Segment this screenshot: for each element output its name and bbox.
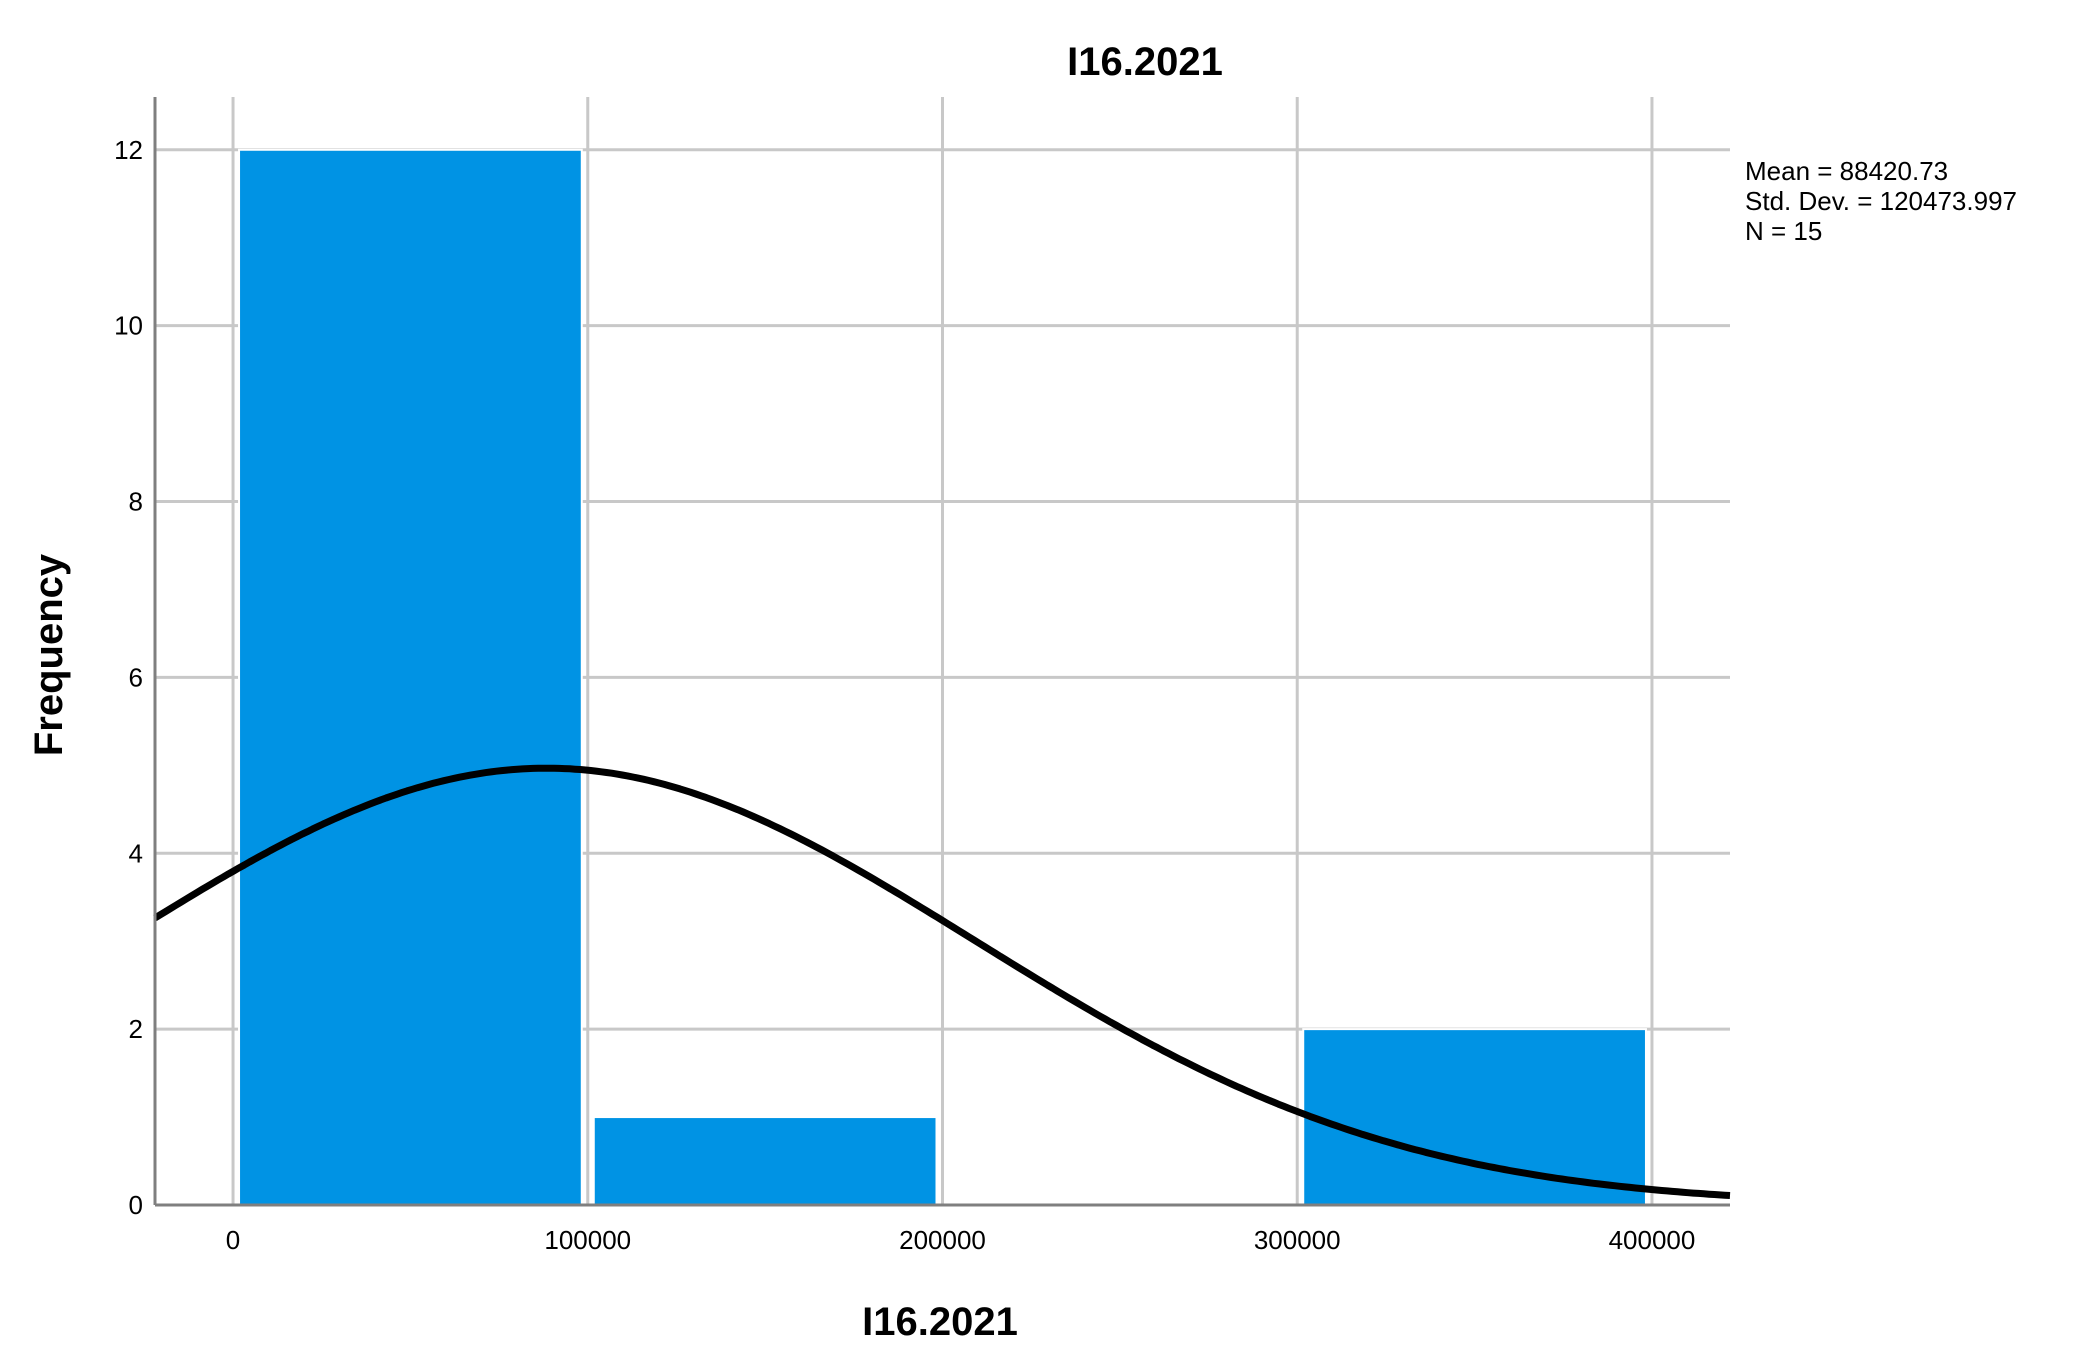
tick-labels: 0 2 4 6 8 10 12 0 100000 200000 300000 400000 — [114, 135, 1695, 1255]
y-tick-label-6: 6 — [129, 662, 143, 692]
x-tick-label-400000: 400000 — [1609, 1225, 1696, 1255]
x-tick-label-200000: 200000 — [899, 1225, 986, 1255]
y-tick-label-2: 2 — [129, 1014, 143, 1044]
y-tick-label-12: 12 — [114, 135, 143, 165]
y-axis-title: Frequency — [27, 553, 71, 756]
axes — [153, 97, 1730, 1207]
y-tick-label-10: 10 — [114, 311, 143, 341]
normal-curve-layer — [153, 764, 1731, 1199]
histogram-bar-3 — [1302, 1028, 1647, 1206]
x-axis-title: I16.2021 — [862, 1300, 1018, 1344]
histogram-bar-1 — [592, 1116, 938, 1206]
stats-mean: Mean = 88420.73 — [1745, 156, 1948, 186]
y-tick-label-0: 0 — [129, 1190, 143, 1220]
y-tick-label-4: 4 — [129, 838, 143, 868]
y-tick-label-8: 8 — [129, 487, 143, 517]
histogram-bar-0 — [238, 148, 583, 1206]
chart-title: I16.2021 — [1067, 40, 1223, 84]
x-tick-label-100000: 100000 — [544, 1225, 631, 1255]
stats-n: N = 15 — [1745, 216, 1822, 246]
x-tick-label-300000: 300000 — [1254, 1225, 1341, 1255]
normal-curve — [153, 764, 1731, 1199]
stats-box: Mean = 88420.73 Std. Dev. = 120473.997 N… — [1745, 156, 2017, 246]
x-tick-label-0: 0 — [226, 1225, 240, 1255]
stats-std-dev: Std. Dev. = 120473.997 — [1745, 186, 2017, 216]
